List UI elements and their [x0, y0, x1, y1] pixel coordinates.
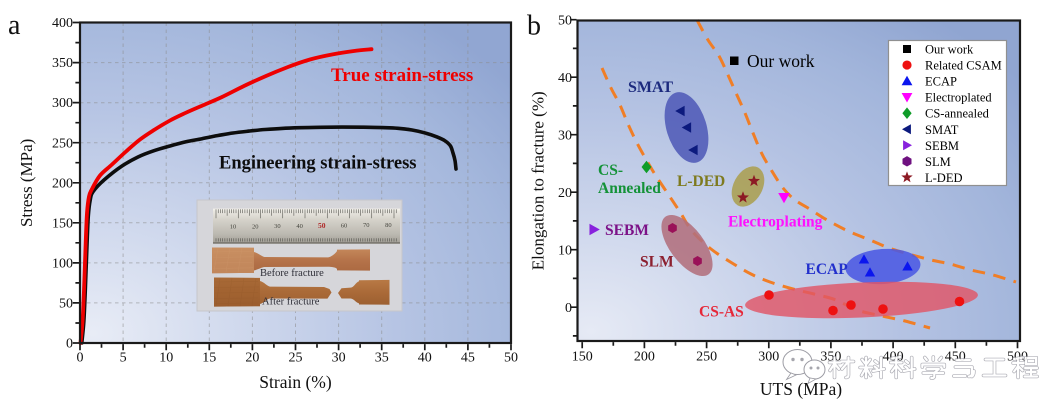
- svg-text:Strain (%): Strain (%): [259, 372, 332, 392]
- svg-text:30: 30: [274, 223, 281, 230]
- svg-text:15: 15: [202, 351, 216, 366]
- svg-text:50: 50: [558, 13, 572, 28]
- svg-text:Before fracture: Before fracture: [260, 268, 324, 279]
- svg-text:After fracture: After fracture: [262, 297, 320, 308]
- svg-text:Our work: Our work: [925, 43, 974, 57]
- svg-text:50: 50: [318, 221, 326, 230]
- svg-text:UTS (MPa): UTS (MPa): [760, 379, 842, 399]
- svg-text:10: 10: [230, 224, 237, 231]
- svg-text:SLM: SLM: [640, 254, 674, 271]
- svg-text:150: 150: [52, 216, 73, 231]
- svg-text:20: 20: [558, 186, 572, 201]
- svg-text:70: 70: [363, 222, 370, 229]
- svg-text:400: 400: [52, 16, 73, 31]
- svg-text:150: 150: [572, 350, 593, 365]
- svg-text:40: 40: [296, 223, 303, 230]
- svg-text:40: 40: [558, 71, 572, 86]
- svg-text:Our work: Our work: [747, 51, 815, 71]
- svg-text:CS-: CS-: [598, 162, 623, 179]
- svg-text:Elongation to fracture (%): Elongation to fracture (%): [529, 91, 548, 270]
- svg-text:300: 300: [758, 350, 779, 365]
- svg-text:50: 50: [59, 297, 73, 312]
- svg-text:CS-annealed: CS-annealed: [925, 107, 990, 121]
- svg-text:30: 30: [558, 128, 572, 143]
- svg-text:CS-AS: CS-AS: [699, 304, 744, 321]
- svg-text:300: 300: [52, 96, 73, 111]
- svg-text:a: a: [8, 10, 21, 41]
- svg-text:Electroplating: Electroplating: [728, 214, 823, 231]
- svg-text:Annealed: Annealed: [598, 180, 661, 197]
- svg-text:250: 250: [696, 350, 717, 365]
- svg-text:ECAP: ECAP: [925, 75, 957, 89]
- svg-text:Engineering strain-stress: Engineering strain-stress: [219, 154, 417, 174]
- svg-text:20: 20: [245, 351, 259, 366]
- svg-text:L-DED: L-DED: [925, 171, 963, 185]
- svg-text:b: b: [527, 11, 541, 42]
- svg-text:SEBM: SEBM: [925, 139, 959, 153]
- svg-text:10: 10: [558, 243, 572, 258]
- svg-text:80: 80: [385, 222, 392, 229]
- svg-text:450: 450: [945, 350, 966, 365]
- svg-text:250: 250: [52, 136, 73, 151]
- svg-text:50: 50: [504, 351, 518, 366]
- svg-text:Stress (MPa): Stress (MPa): [17, 139, 36, 227]
- svg-text:0: 0: [66, 337, 73, 352]
- svg-text:40: 40: [418, 351, 432, 366]
- svg-text:ECAP: ECAP: [806, 261, 849, 278]
- svg-text:SMAT: SMAT: [925, 123, 959, 137]
- svg-text:Electroplated: Electroplated: [925, 91, 992, 105]
- svg-text:10: 10: [159, 351, 173, 366]
- svg-text:SMAT: SMAT: [628, 79, 673, 96]
- svg-text:0: 0: [565, 301, 572, 316]
- svg-text:20: 20: [252, 224, 259, 231]
- svg-text:100: 100: [52, 257, 73, 272]
- svg-text:Related CSAM: Related CSAM: [925, 59, 1002, 73]
- svg-text:45: 45: [461, 351, 475, 366]
- svg-text:200: 200: [634, 350, 655, 365]
- svg-text:200: 200: [52, 176, 73, 191]
- svg-text:350: 350: [52, 56, 73, 71]
- svg-text:SEBM: SEBM: [605, 222, 649, 239]
- svg-text:L-DED: L-DED: [677, 173, 725, 190]
- svg-text:5: 5: [120, 351, 127, 366]
- svg-text:SLM: SLM: [925, 155, 951, 169]
- svg-text:60: 60: [341, 223, 348, 230]
- svg-text:35: 35: [375, 351, 389, 366]
- svg-text:30: 30: [332, 351, 346, 366]
- svg-text:0: 0: [77, 351, 84, 366]
- svg-text:True strain-stress: True strain-stress: [331, 65, 473, 86]
- svg-text:25: 25: [289, 351, 303, 366]
